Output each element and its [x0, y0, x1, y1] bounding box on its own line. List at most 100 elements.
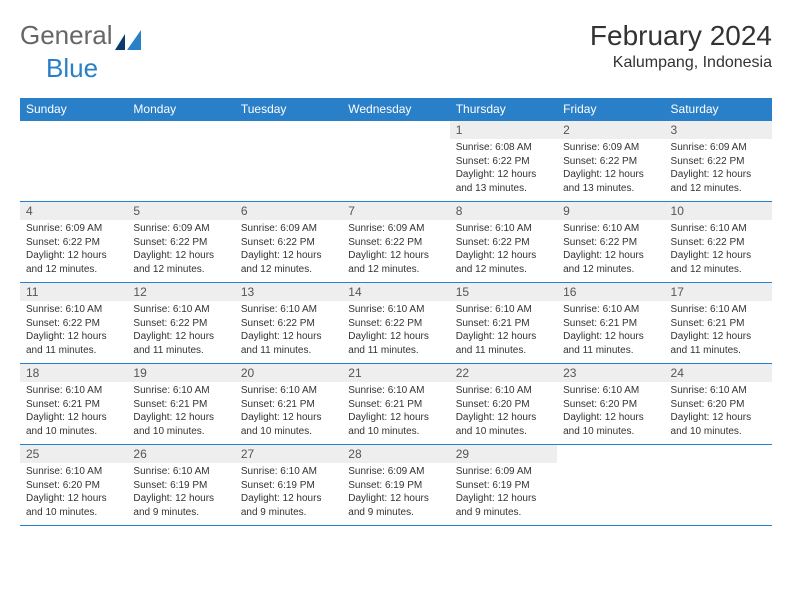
daylight-text: Daylight: 12 hours and 12 minutes.	[563, 249, 658, 276]
sunrise-text: Sunrise: 6:09 AM	[133, 222, 228, 236]
location-label: Kalumpang, Indonesia	[590, 54, 772, 72]
day-cell: 26Sunrise: 6:10 AMSunset: 6:19 PMDayligh…	[127, 445, 234, 526]
sunset-text: Sunset: 6:20 PM	[563, 398, 658, 412]
day-header-tue: Tuesday	[235, 98, 342, 121]
sunrise-text: Sunrise: 6:10 AM	[671, 222, 766, 236]
day-info: Sunrise: 6:10 AMSunset: 6:20 PMDaylight:…	[557, 382, 664, 444]
sunset-text: Sunset: 6:19 PM	[348, 479, 443, 493]
sunrise-text: Sunrise: 6:09 AM	[456, 465, 551, 479]
day-cell	[235, 121, 342, 202]
day-info: Sunrise: 6:10 AMSunset: 6:19 PMDaylight:…	[127, 463, 234, 525]
day-cell: 22Sunrise: 6:10 AMSunset: 6:20 PMDayligh…	[450, 364, 557, 445]
daylight-text: Daylight: 12 hours and 13 minutes.	[456, 168, 551, 195]
day-cell: 1Sunrise: 6:08 AMSunset: 6:22 PMDaylight…	[450, 121, 557, 202]
daylight-text: Daylight: 12 hours and 10 minutes.	[26, 411, 121, 438]
day-cell: 18Sunrise: 6:10 AMSunset: 6:21 PMDayligh…	[20, 364, 127, 445]
day-number	[665, 445, 772, 463]
sunrise-text: Sunrise: 6:10 AM	[241, 384, 336, 398]
day-cell: 23Sunrise: 6:10 AMSunset: 6:20 PMDayligh…	[557, 364, 664, 445]
day-header-wed: Wednesday	[342, 98, 449, 121]
day-cell: 16Sunrise: 6:10 AMSunset: 6:21 PMDayligh…	[557, 283, 664, 364]
sunrise-text: Sunrise: 6:10 AM	[348, 303, 443, 317]
day-info: Sunrise: 6:10 AMSunset: 6:22 PMDaylight:…	[450, 220, 557, 282]
sunrise-text: Sunrise: 6:10 AM	[26, 384, 121, 398]
sunrise-text: Sunrise: 6:10 AM	[456, 222, 551, 236]
daylight-text: Daylight: 12 hours and 9 minutes.	[241, 492, 336, 519]
sunset-text: Sunset: 6:21 PM	[241, 398, 336, 412]
day-number: 4	[20, 202, 127, 220]
daylight-text: Daylight: 12 hours and 10 minutes.	[671, 411, 766, 438]
day-number: 19	[127, 364, 234, 382]
sunset-text: Sunset: 6:22 PM	[348, 236, 443, 250]
sunset-text: Sunset: 6:19 PM	[241, 479, 336, 493]
day-number: 25	[20, 445, 127, 463]
day-info: Sunrise: 6:09 AMSunset: 6:22 PMDaylight:…	[127, 220, 234, 282]
day-cell: 9Sunrise: 6:10 AMSunset: 6:22 PMDaylight…	[557, 202, 664, 283]
day-number: 24	[665, 364, 772, 382]
day-info: Sunrise: 6:09 AMSunset: 6:22 PMDaylight:…	[20, 220, 127, 282]
day-info: Sunrise: 6:10 AMSunset: 6:21 PMDaylight:…	[665, 301, 772, 363]
week-row: 18Sunrise: 6:10 AMSunset: 6:21 PMDayligh…	[20, 364, 772, 445]
day-info: Sunrise: 6:09 AMSunset: 6:22 PMDaylight:…	[665, 139, 772, 201]
day-number: 16	[557, 283, 664, 301]
daylight-text: Daylight: 12 hours and 12 minutes.	[456, 249, 551, 276]
day-number	[557, 445, 664, 463]
daylight-text: Daylight: 12 hours and 13 minutes.	[563, 168, 658, 195]
sunrise-text: Sunrise: 6:10 AM	[563, 384, 658, 398]
sunset-text: Sunset: 6:19 PM	[133, 479, 228, 493]
day-cell: 2Sunrise: 6:09 AMSunset: 6:22 PMDaylight…	[557, 121, 664, 202]
sunrise-text: Sunrise: 6:10 AM	[241, 303, 336, 317]
week-row: 11Sunrise: 6:10 AMSunset: 6:22 PMDayligh…	[20, 283, 772, 364]
day-cell: 25Sunrise: 6:10 AMSunset: 6:20 PMDayligh…	[20, 445, 127, 526]
day-cell	[127, 121, 234, 202]
day-cell: 19Sunrise: 6:10 AMSunset: 6:21 PMDayligh…	[127, 364, 234, 445]
daylight-text: Daylight: 12 hours and 11 minutes.	[133, 330, 228, 357]
day-header-sun: Sunday	[20, 98, 127, 121]
sunrise-text: Sunrise: 6:10 AM	[26, 303, 121, 317]
day-info: Sunrise: 6:10 AMSunset: 6:22 PMDaylight:…	[20, 301, 127, 363]
sunrise-text: Sunrise: 6:10 AM	[348, 384, 443, 398]
day-cell: 8Sunrise: 6:10 AMSunset: 6:22 PMDaylight…	[450, 202, 557, 283]
sunset-text: Sunset: 6:19 PM	[456, 479, 551, 493]
daylight-text: Daylight: 12 hours and 10 minutes.	[241, 411, 336, 438]
logo-sail-icon	[115, 26, 143, 46]
daylight-text: Daylight: 12 hours and 9 minutes.	[456, 492, 551, 519]
day-info: Sunrise: 6:10 AMSunset: 6:20 PMDaylight:…	[450, 382, 557, 444]
logo-text-blue: Blue	[46, 53, 98, 83]
sunset-text: Sunset: 6:21 PM	[563, 317, 658, 331]
day-number: 26	[127, 445, 234, 463]
day-info: Sunrise: 6:10 AMSunset: 6:22 PMDaylight:…	[557, 220, 664, 282]
day-cell: 21Sunrise: 6:10 AMSunset: 6:21 PMDayligh…	[342, 364, 449, 445]
daylight-text: Daylight: 12 hours and 10 minutes.	[563, 411, 658, 438]
week-row: 1Sunrise: 6:08 AMSunset: 6:22 PMDaylight…	[20, 121, 772, 202]
sunrise-text: Sunrise: 6:10 AM	[456, 303, 551, 317]
day-cell	[557, 445, 664, 526]
day-info: Sunrise: 6:10 AMSunset: 6:21 PMDaylight:…	[20, 382, 127, 444]
sunrise-text: Sunrise: 6:09 AM	[348, 465, 443, 479]
day-info: Sunrise: 6:10 AMSunset: 6:20 PMDaylight:…	[665, 382, 772, 444]
day-info: Sunrise: 6:09 AMSunset: 6:22 PMDaylight:…	[235, 220, 342, 282]
day-number: 12	[127, 283, 234, 301]
sunset-text: Sunset: 6:22 PM	[563, 155, 658, 169]
brand-logo: General	[20, 20, 145, 51]
day-number	[127, 121, 234, 139]
day-info: Sunrise: 6:10 AMSunset: 6:20 PMDaylight:…	[20, 463, 127, 525]
day-number: 22	[450, 364, 557, 382]
day-cell: 15Sunrise: 6:10 AMSunset: 6:21 PMDayligh…	[450, 283, 557, 364]
day-cell: 20Sunrise: 6:10 AMSunset: 6:21 PMDayligh…	[235, 364, 342, 445]
day-cell: 12Sunrise: 6:10 AMSunset: 6:22 PMDayligh…	[127, 283, 234, 364]
day-number: 15	[450, 283, 557, 301]
day-header-sat: Saturday	[665, 98, 772, 121]
day-info: Sunrise: 6:10 AMSunset: 6:21 PMDaylight:…	[450, 301, 557, 363]
day-cell	[665, 445, 772, 526]
day-info: Sunrise: 6:09 AMSunset: 6:19 PMDaylight:…	[450, 463, 557, 525]
sunrise-text: Sunrise: 6:10 AM	[133, 384, 228, 398]
week-row: 25Sunrise: 6:10 AMSunset: 6:20 PMDayligh…	[20, 445, 772, 526]
sunrise-text: Sunrise: 6:10 AM	[671, 303, 766, 317]
day-cell: 27Sunrise: 6:10 AMSunset: 6:19 PMDayligh…	[235, 445, 342, 526]
day-number: 3	[665, 121, 772, 139]
day-number: 29	[450, 445, 557, 463]
day-info: Sunrise: 6:10 AMSunset: 6:21 PMDaylight:…	[557, 301, 664, 363]
sunrise-text: Sunrise: 6:08 AM	[456, 141, 551, 155]
day-info: Sunrise: 6:10 AMSunset: 6:22 PMDaylight:…	[235, 301, 342, 363]
